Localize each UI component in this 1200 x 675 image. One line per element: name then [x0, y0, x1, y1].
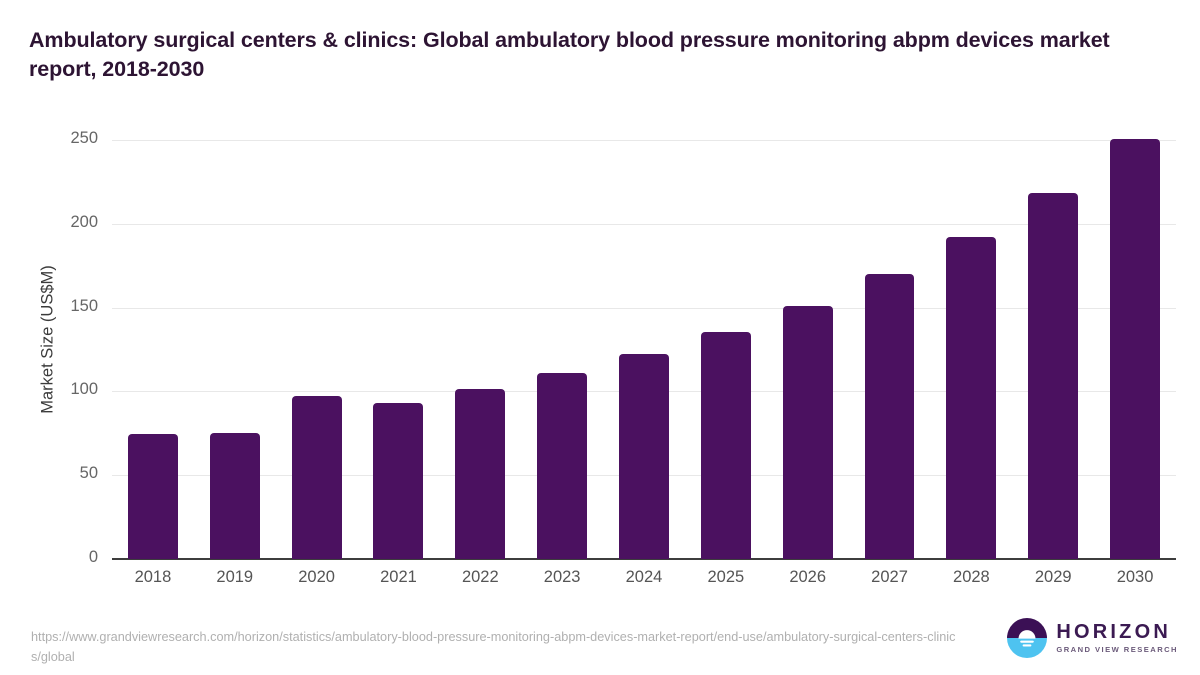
page-title: Ambulatory surgical centers & clinics: G…: [29, 28, 1110, 82]
source-url[interactable]: https://www.grandviewresearch.com/horizo…: [31, 630, 956, 664]
gridline: [112, 223, 1176, 225]
x-axis-tick-label: 2027: [871, 568, 908, 586]
bar[interactable]: [291, 396, 342, 559]
y-axis-tick-label: 200: [70, 212, 98, 231]
bar[interactable]: [619, 353, 669, 559]
bar[interactable]: [1110, 139, 1161, 559]
x-axis-tick-label: 2029: [1034, 568, 1072, 586]
y-axis-tick-label: 250: [70, 129, 98, 147]
bar[interactable]: [537, 372, 588, 559]
x-axis-tick-label: 2026: [789, 568, 827, 586]
logo-text-block: HORIZON GRAND VIEW RESEARCH: [1056, 621, 1178, 655]
y-axis-label: Market Size (US$M): [38, 265, 57, 414]
logo-wordmark: HORIZON: [1056, 621, 1171, 643]
bar[interactable]: [782, 305, 833, 559]
horizon-sun-icon: [1007, 618, 1048, 658]
x-axis-tick-label: 2022: [461, 568, 499, 586]
bar[interactable]: [209, 433, 260, 559]
x-axis-tick-label: 2018: [134, 568, 172, 586]
x-axis-line: [112, 558, 1176, 560]
y-axis-tick-label: 100: [70, 380, 98, 399]
gridline: [112, 140, 1176, 141]
x-axis-tick-label: 2028: [953, 568, 990, 586]
x-axis-tick-label: 2019: [216, 568, 254, 586]
gridline: [112, 307, 1176, 309]
bar[interactable]: [864, 274, 915, 559]
bar[interactable]: [127, 434, 178, 559]
x-axis-tick-label: 2020: [298, 568, 335, 586]
bar[interactable]: [700, 331, 751, 559]
x-axis-tick-label: 2021: [380, 568, 417, 586]
x-axis-tick-label: 2024: [625, 568, 663, 586]
bar[interactable]: [455, 388, 506, 559]
y-axis-tick-label: 0: [88, 548, 98, 566]
y-axis-tick-label: 50: [79, 464, 98, 483]
x-axis-tick-label: 2030: [1116, 568, 1154, 586]
bar[interactable]: [946, 237, 997, 559]
bar[interactable]: [1028, 192, 1079, 559]
y-axis-tick-label: 150: [70, 296, 98, 315]
bar[interactable]: [373, 403, 424, 559]
logo-tagline: GRAND VIEW RESEARCH: [1056, 645, 1178, 654]
x-axis-tick-label: 2023: [543, 568, 581, 586]
x-axis-tick-label: 2025: [707, 568, 745, 586]
horizon-logo: HORIZON GRAND VIEW RESEARCH: [1007, 618, 1178, 658]
